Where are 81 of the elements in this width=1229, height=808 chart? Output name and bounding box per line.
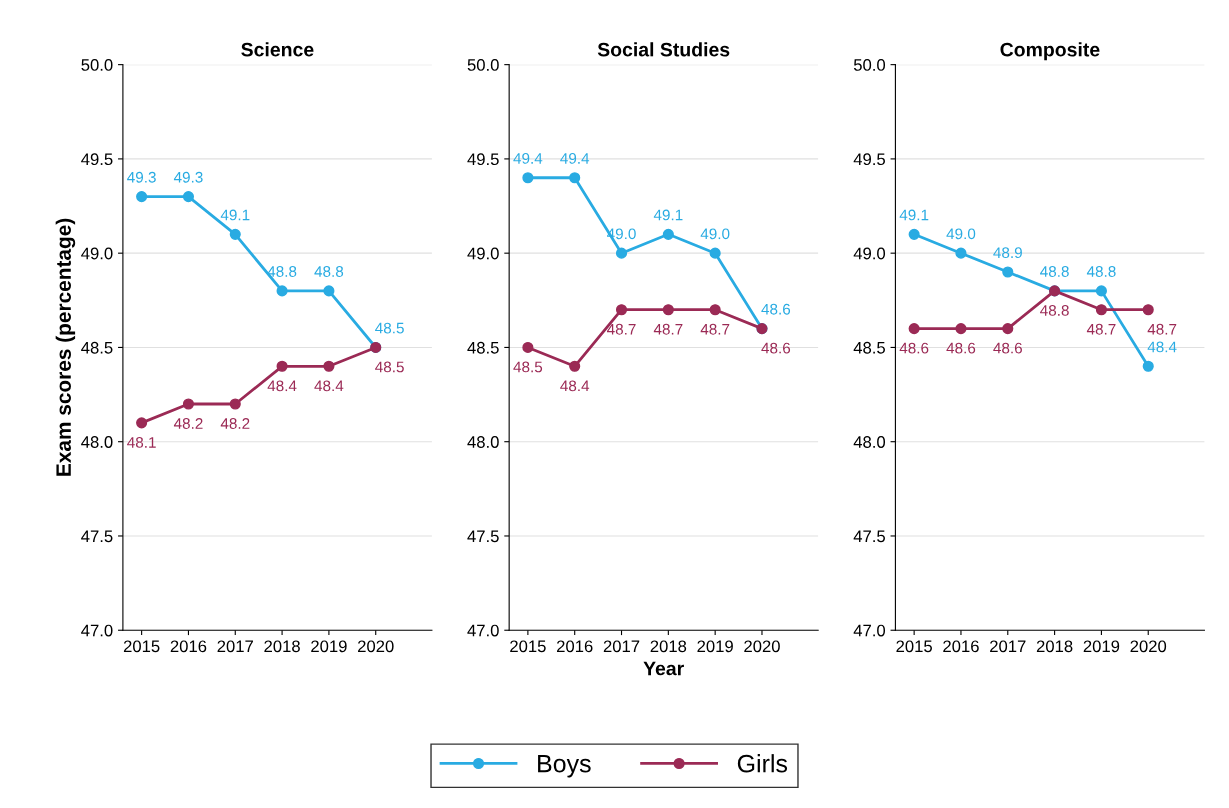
y-tick-label: 48.5 bbox=[853, 341, 885, 354]
data-label: 48.8 bbox=[1040, 266, 1069, 277]
x-tick-label: 2017 bbox=[990, 640, 1026, 653]
x-tick-label: 2019 bbox=[697, 640, 733, 653]
data-label: 48.7 bbox=[1086, 323, 1116, 335]
data-label: 48.6 bbox=[993, 342, 1022, 354]
data-label: 48.1 bbox=[127, 436, 156, 448]
data-label: 49.0 bbox=[700, 228, 730, 240]
data-label: 48.7 bbox=[607, 323, 636, 335]
data-label: 48.6 bbox=[761, 303, 791, 315]
y-tick-label: 50.0 bbox=[853, 59, 886, 71]
y-tick-label: 49.0 bbox=[467, 247, 499, 260]
y-tick-label: 48.0 bbox=[81, 436, 113, 448]
x-axis-title: Year bbox=[643, 661, 684, 676]
y-tick-label: 50.0 bbox=[81, 59, 113, 71]
legend-label: Boys bbox=[538, 755, 591, 778]
data-label: 49.3 bbox=[127, 171, 156, 183]
legend-label: Girls bbox=[737, 754, 788, 773]
data-label: 49.1 bbox=[899, 209, 929, 221]
data-label: 48.6 bbox=[761, 342, 791, 354]
y-tick-label: 47.5 bbox=[467, 530, 499, 543]
y-axis-title: Exam scores (percentage) bbox=[55, 218, 76, 476]
data-label: 49.1 bbox=[220, 209, 250, 221]
data-label: 48.5 bbox=[375, 361, 404, 373]
data-label: 48.7 bbox=[1147, 323, 1177, 335]
chart-title: Science bbox=[241, 42, 314, 57]
x-tick-label: 2019 bbox=[311, 640, 347, 653]
y-tick-label: 49.5 bbox=[853, 153, 885, 166]
data-label: 49.4 bbox=[513, 152, 543, 164]
x-tick-label: 2015 bbox=[510, 640, 546, 653]
data-label: 48.5 bbox=[513, 361, 543, 373]
data-label: 48.2 bbox=[173, 418, 203, 429]
y-tick-label: 49.5 bbox=[81, 153, 113, 166]
data-label: 48.8 bbox=[314, 266, 344, 277]
data-label: 49.0 bbox=[946, 228, 976, 240]
x-tick-label: 2016 bbox=[557, 640, 593, 653]
data-label: 48.8 bbox=[1040, 305, 1069, 316]
data-label: 48.6 bbox=[899, 342, 929, 354]
data-label: 48.7 bbox=[700, 323, 730, 335]
data-label: 48.8 bbox=[1086, 266, 1116, 277]
x-tick-label: 2018 bbox=[1036, 640, 1073, 653]
x-tick-label: 2018 bbox=[650, 640, 687, 653]
data-label: 49.3 bbox=[173, 171, 203, 183]
data-label: 48.7 bbox=[653, 323, 683, 335]
y-tick-label: 48.0 bbox=[467, 436, 499, 448]
x-tick-label: 2015 bbox=[896, 640, 932, 653]
y-tick-label: 50.0 bbox=[467, 59, 499, 71]
x-tick-label: 2020 bbox=[358, 640, 394, 653]
y-tick-label: 49.5 bbox=[467, 153, 499, 166]
x-tick-label: 2017 bbox=[217, 640, 253, 653]
y-tick-label: 48.5 bbox=[81, 341, 113, 354]
y-tick-label: 47.5 bbox=[81, 530, 113, 543]
data-label: 48.4 bbox=[1147, 341, 1177, 353]
data-label: 48.6 bbox=[946, 342, 976, 354]
y-tick-label: 48.5 bbox=[467, 341, 499, 354]
data-label: 48.4 bbox=[560, 380, 590, 392]
data-label: 48.4 bbox=[267, 380, 297, 392]
y-tick-label: 48.0 bbox=[853, 436, 886, 448]
x-tick-label: 2016 bbox=[170, 640, 207, 653]
chart-title: Composite bbox=[1000, 42, 1100, 61]
x-tick-label: 2018 bbox=[264, 640, 300, 653]
y-tick-label: 49.0 bbox=[81, 247, 113, 260]
y-tick-label: 47.0 bbox=[853, 624, 886, 637]
y-tick-label: 49.0 bbox=[853, 247, 886, 260]
x-tick-label: 2020 bbox=[744, 640, 780, 653]
y-tick-label: 47.0 bbox=[81, 624, 113, 637]
y-tick-label: 47.0 bbox=[467, 624, 499, 637]
x-tick-label: 2015 bbox=[123, 640, 160, 653]
data-label: 48.2 bbox=[220, 418, 250, 429]
data-label: 48.5 bbox=[375, 322, 404, 334]
x-tick-label: 2019 bbox=[1083, 640, 1120, 653]
data-label: 48.8 bbox=[267, 266, 297, 277]
data-label: 49.1 bbox=[653, 209, 683, 221]
data-label: 48.4 bbox=[314, 380, 344, 392]
data-label: 49.4 bbox=[560, 152, 590, 164]
x-tick-label: 2020 bbox=[1130, 640, 1167, 653]
x-tick-label: 2016 bbox=[943, 640, 979, 653]
y-tick-label: 47.5 bbox=[853, 530, 885, 543]
data-label: 48.9 bbox=[993, 247, 1022, 259]
x-tick-label: 2017 bbox=[603, 640, 640, 653]
chart-title: Social Studies bbox=[597, 42, 730, 57]
